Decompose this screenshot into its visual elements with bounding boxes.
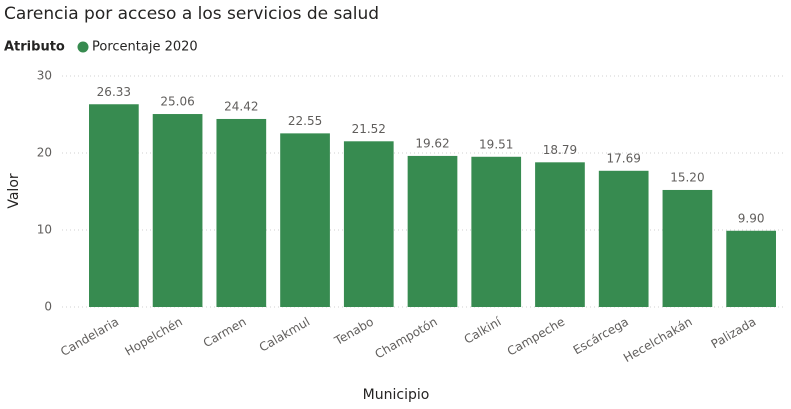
bar — [343, 141, 394, 307]
bar — [535, 162, 585, 307]
x-tick-label: Candelaria — [58, 315, 121, 359]
x-tick-label: Calakmul — [257, 315, 312, 355]
x-tick-label: Champotón — [372, 315, 439, 362]
data-label: 15.20 — [670, 170, 704, 184]
x-tick-label: Calkiní — [462, 314, 504, 347]
bar — [598, 170, 649, 307]
bar — [89, 104, 139, 307]
legend-marker — [77, 41, 89, 53]
data-label: 21.52 — [352, 122, 386, 136]
bar — [726, 230, 776, 307]
x-tick-label: Tenabo — [331, 315, 376, 349]
data-label: 9.90 — [738, 211, 765, 225]
x-tick-label: Hopelchén — [123, 315, 185, 359]
bar — [662, 189, 713, 307]
x-tick-label: Escárcega — [571, 315, 631, 358]
chart-title: Carencia por acceso a los servicios de s… — [4, 4, 379, 24]
data-label: 19.51 — [479, 137, 513, 151]
x-tick-label: Palizada — [709, 315, 759, 352]
bar — [280, 133, 330, 307]
data-label: 24.42 — [224, 99, 258, 113]
data-label: 19.62 — [415, 136, 449, 150]
data-label: 18.79 — [543, 143, 577, 157]
x-axis-label: Municipio — [363, 387, 430, 403]
y-tick-label: 0 — [44, 300, 52, 314]
x-tick-label: Hecelchakán — [621, 315, 695, 366]
y-tick-label: 30 — [37, 69, 52, 83]
bar — [216, 118, 267, 307]
bar — [407, 155, 458, 307]
y-tick-label: 10 — [37, 223, 52, 237]
x-tick-label: Campeche — [505, 315, 567, 359]
bar — [471, 156, 522, 307]
y-axis-label: Valor — [6, 173, 22, 209]
y-tick-label: 20 — [37, 146, 52, 160]
data-label: 17.69 — [607, 151, 641, 165]
legend-title: Atributo — [4, 40, 65, 55]
bar — [152, 114, 203, 308]
data-label: 22.55 — [288, 114, 322, 128]
data-label: 25.06 — [160, 95, 194, 109]
x-tick-label: Carmen — [201, 315, 249, 351]
data-label: 26.33 — [97, 85, 131, 99]
legend-label: Porcentaje 2020 — [92, 40, 198, 55]
